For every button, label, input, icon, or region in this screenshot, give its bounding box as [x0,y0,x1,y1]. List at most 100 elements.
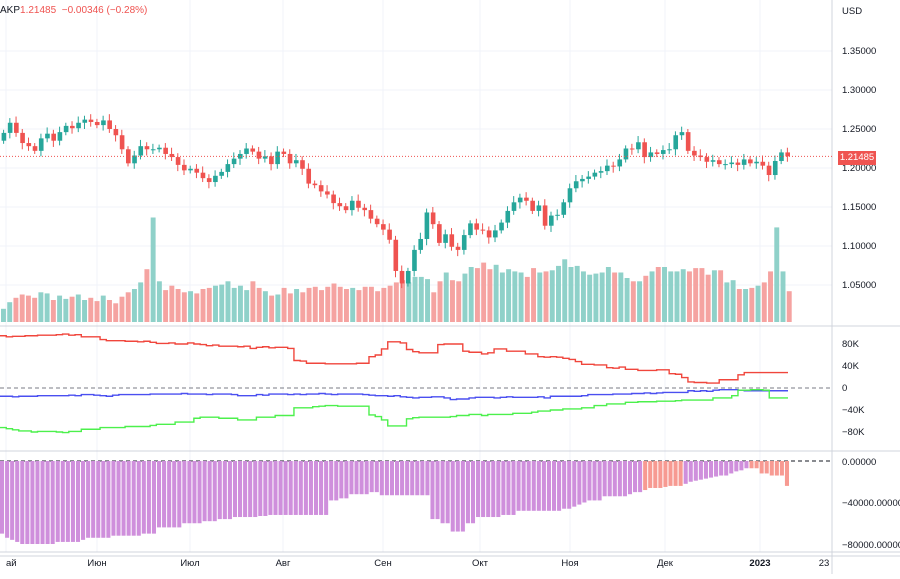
candle-body [499,222,504,231]
histogram-bar [506,461,511,515]
histogram-bar [40,461,45,544]
histogram-bar [597,461,602,501]
candle-body [306,168,312,184]
candle-body [530,200,535,211]
volume-bar [512,271,518,322]
histogram-bar [541,461,546,511]
histogram-bar [587,461,592,501]
histogram-bar [759,461,764,474]
histogram-bar [501,461,506,515]
candle-body [312,183,318,186]
candle-body [412,249,417,271]
candle-body [685,132,691,151]
histogram-bar [65,461,70,542]
volume-bar [655,267,661,322]
histogram-bar [232,461,238,518]
histogram-bar [658,461,663,488]
volume-bar [325,286,331,322]
candle-body [636,142,641,150]
histogram-bar [430,461,435,520]
volume-bar [774,227,780,322]
candle-body [70,125,75,129]
volume-bar [612,272,618,322]
volume-bar [556,265,561,322]
histogram-bar [486,461,491,518]
histogram-bar [222,461,227,520]
volume-bar [493,264,499,322]
histogram-bar [45,461,50,544]
symbol-label: AKP [0,5,21,16]
histogram-bar [400,461,405,496]
volume-bar [57,295,63,322]
candle-body [617,159,623,167]
histogram-bar [369,461,374,493]
change-percent: (−0.28%) [106,5,148,16]
histogram-bar [273,461,278,515]
candle-body [181,164,187,171]
candle-body [244,148,249,154]
histogram-bar [146,461,151,534]
histogram-bar [764,461,769,474]
volume-bar [350,287,356,322]
candle-body [424,212,430,239]
candle-body [132,155,137,164]
volume-bar [425,279,430,322]
candle-body [281,151,287,154]
candle-body [250,148,256,152]
histogram-bar [673,461,678,486]
volume-bar [662,267,667,322]
histogram-bar [592,461,597,501]
candle-body [455,246,461,250]
volume-bar [481,262,487,322]
time-tick-label: Сен [374,558,391,569]
candle-body [486,230,492,238]
histogram-bar [774,461,779,476]
volume-bar [294,289,300,322]
volume-bar [337,286,343,322]
volume-bar [743,289,749,322]
volume-bar [543,271,549,322]
volume-bar [156,281,162,322]
candle-body [144,146,150,150]
histogram-bar [136,461,141,536]
candle-body [57,132,63,141]
histogram-bar [111,461,116,536]
histogram-bar [744,461,749,469]
histogram-bar [374,461,379,493]
pane2-tick-label: 40K [842,361,860,372]
candle-body [586,176,591,179]
volume-bar [499,272,505,322]
histogram-bar [212,461,217,522]
volume-bar [150,217,156,322]
time-tick-label: 2023 [749,558,770,569]
volume-bar [431,292,437,322]
histogram-bar [633,461,638,493]
volume-bar [680,269,686,322]
histogram-bar [258,461,263,516]
volume-bar [319,290,324,322]
volume-bar [82,300,88,322]
histogram-bar [319,461,324,515]
histogram-bar [607,461,612,497]
volume-bar [643,275,649,322]
histogram-bar [349,461,354,495]
histogram-bars [0,460,832,544]
histogram-bar [739,461,744,471]
histogram-bar [420,461,425,496]
candle-body [592,172,598,177]
histogram-bar [496,461,501,518]
histogram-bar [602,461,607,497]
volume-bar [375,291,381,322]
histogram-bar [106,461,111,538]
histogram-bar [491,461,496,518]
histogram-bar [440,461,445,524]
candle-body [561,202,567,215]
histogram-bar [359,461,364,495]
histogram-bar [182,461,187,524]
volume-bar [225,281,231,322]
candle-body [729,162,735,165]
histogram-bar [435,461,440,520]
histogram-bar [693,461,698,481]
candle-body [580,178,585,182]
